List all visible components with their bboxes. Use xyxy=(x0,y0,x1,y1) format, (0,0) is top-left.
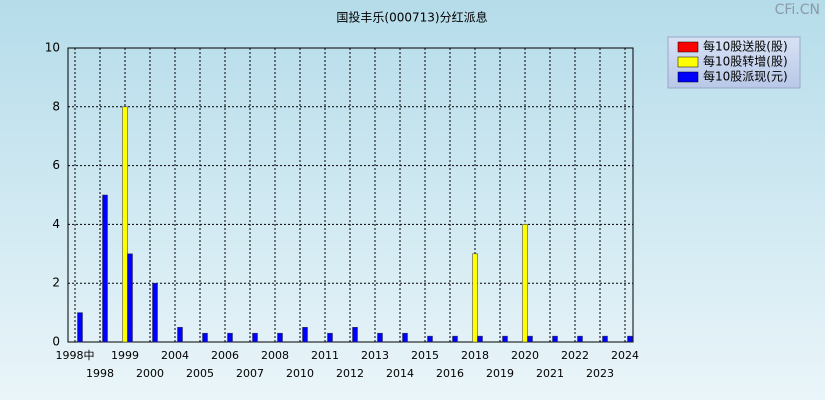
x-tick-label: 2013 xyxy=(361,349,389,362)
chart-title: 国投丰乐(000713)分红派息 xyxy=(336,10,487,25)
bar xyxy=(377,332,383,343)
bar xyxy=(527,335,533,343)
watermark: CFi.CN xyxy=(775,2,820,18)
legend-label: 每10股派现(元) xyxy=(703,69,788,84)
x-tick-label: 2018 xyxy=(461,349,489,362)
x-tick-label: 2016 xyxy=(436,367,464,380)
legend-label: 每10股送股(股) xyxy=(703,39,788,54)
legend-swatch xyxy=(677,71,699,83)
x-tick-label: 2011 xyxy=(311,349,339,362)
x-tick-label: 2024 xyxy=(611,349,639,362)
bar xyxy=(77,312,83,343)
x-tick-label: 2006 xyxy=(211,349,239,362)
bar xyxy=(452,335,458,343)
x-tick-label: 2004 xyxy=(161,349,189,362)
y-tick-label: 6 xyxy=(52,158,60,172)
bar xyxy=(152,282,158,343)
x-tick-label: 2008 xyxy=(261,349,289,362)
bar xyxy=(177,327,183,343)
bar xyxy=(122,106,128,343)
legend-swatch xyxy=(677,41,699,53)
bar xyxy=(277,332,283,343)
bar xyxy=(302,327,308,343)
bar xyxy=(252,332,258,343)
y-tick-label: 8 xyxy=(52,99,60,113)
y-tick-label: 4 xyxy=(52,217,60,231)
x-tick-label: 2010 xyxy=(286,367,314,380)
bar xyxy=(427,335,433,343)
x-tick-label: 2020 xyxy=(511,349,539,362)
x-tick-label: 2014 xyxy=(386,367,414,380)
x-tick-label: 2005 xyxy=(186,367,214,380)
x-tick-label: 2000 xyxy=(136,367,164,380)
x-tick-label: 2012 xyxy=(336,367,364,380)
x-tick-label: 2023 xyxy=(586,367,614,380)
x-tick-label: 1999 xyxy=(111,349,139,362)
x-tick-label: 2019 xyxy=(486,367,514,380)
y-tick-label: 0 xyxy=(52,335,60,349)
legend-label: 每10股转增(股) xyxy=(703,54,788,69)
bar xyxy=(552,335,558,343)
bar xyxy=(627,335,633,343)
x-tick-label: 2021 xyxy=(536,367,564,380)
bar xyxy=(102,194,108,343)
bar xyxy=(352,327,358,343)
x-tick-label: 2022 xyxy=(561,349,589,362)
bar xyxy=(502,335,508,343)
bar xyxy=(402,332,408,343)
bar xyxy=(472,253,478,343)
legend-swatch xyxy=(677,56,699,68)
bar xyxy=(227,332,233,343)
bar xyxy=(327,332,333,343)
plot-frame xyxy=(67,47,634,343)
x-tick-label: 2015 xyxy=(411,349,439,362)
y-tick-label: 10 xyxy=(45,41,60,55)
bar xyxy=(202,332,208,343)
y-tick-label: 2 xyxy=(52,276,60,290)
bar xyxy=(477,335,483,343)
bar xyxy=(577,335,583,343)
x-tick-label: 1998 xyxy=(86,367,114,380)
bar xyxy=(522,224,528,343)
bar xyxy=(602,335,608,343)
bar xyxy=(127,253,133,343)
x-tick-label: 2007 xyxy=(236,367,264,380)
x-tick-label: 1998中 xyxy=(56,349,95,362)
